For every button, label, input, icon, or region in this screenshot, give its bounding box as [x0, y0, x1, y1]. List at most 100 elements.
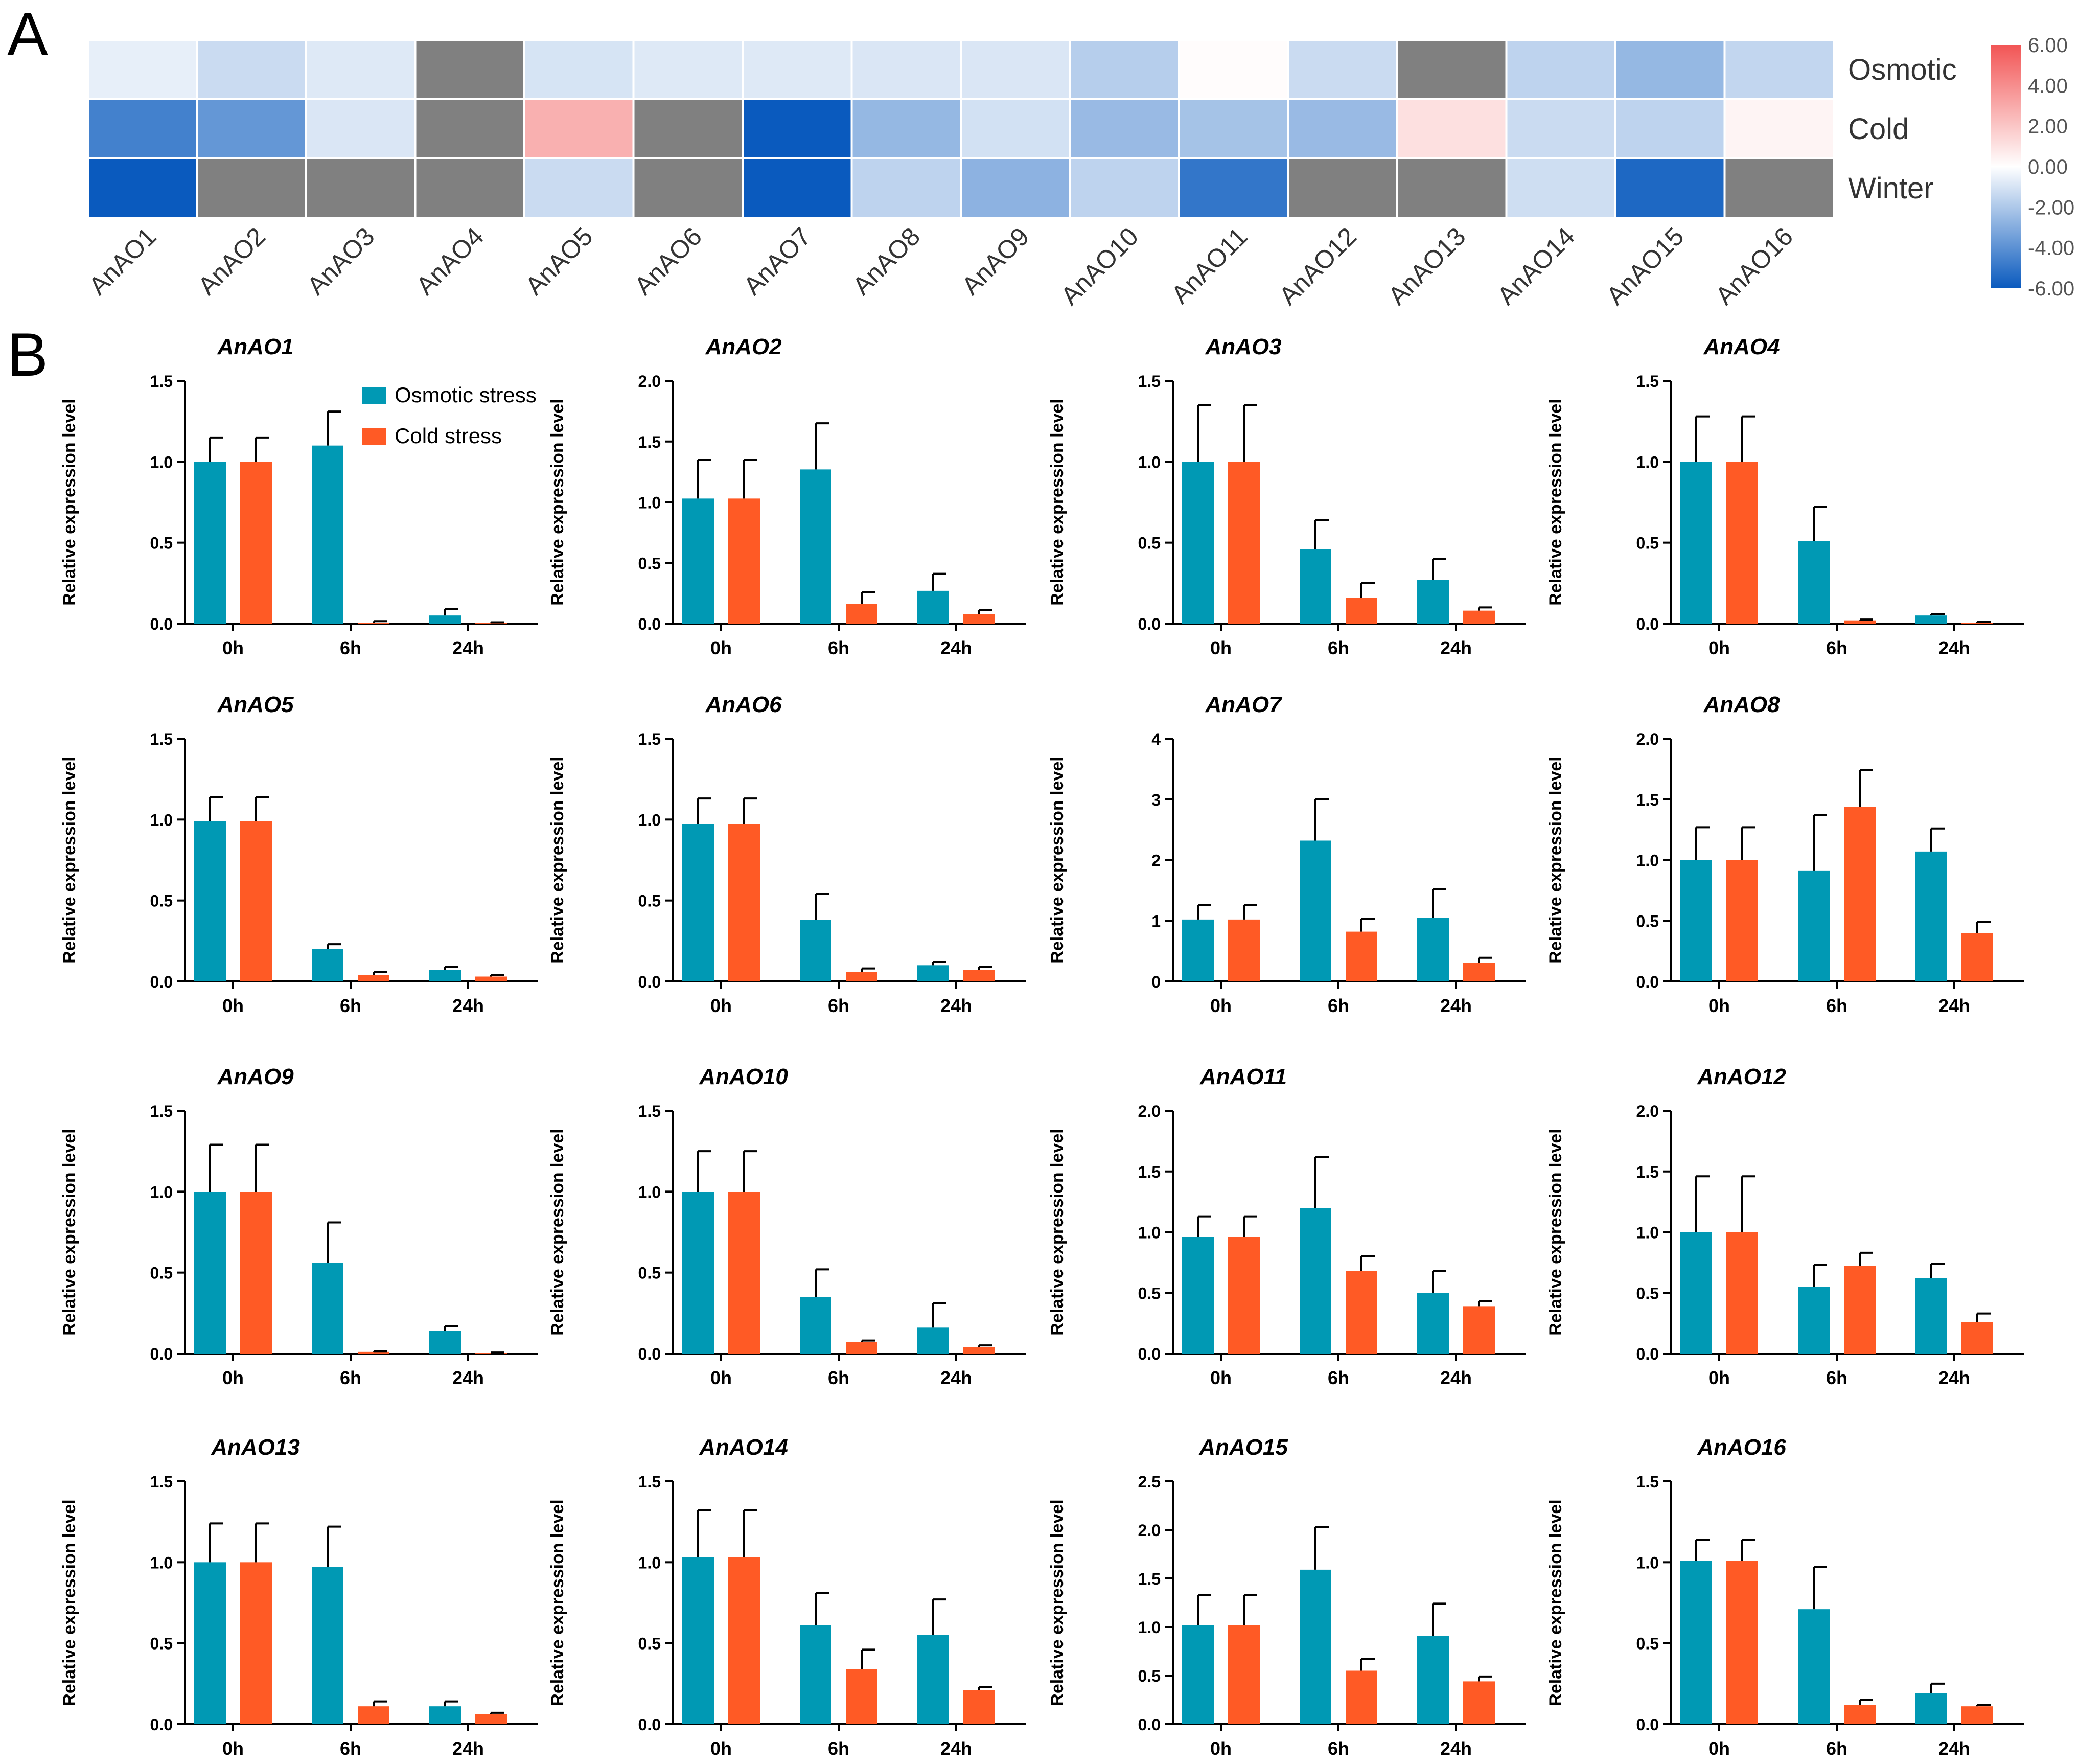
bar-osmotic [917, 1327, 949, 1354]
bar-cold [1346, 931, 1377, 981]
heatmap-cell [414, 39, 525, 100]
bar-chart-anao16: AnAO16 Relative expression level 0.0 0.5 1.0… [1546, 1435, 2024, 1759]
y-tick-label: 4 [1151, 730, 1161, 748]
heatmap-cell [1396, 98, 1508, 159]
bar-cold [475, 623, 507, 624]
y-tick-label: 0.5 [1636, 1635, 1659, 1653]
bar-osmotic [682, 498, 714, 624]
bar-osmotic [1417, 1636, 1449, 1724]
chart-title: AnAO1 [217, 334, 293, 359]
y-tick-label: 0.5 [638, 554, 661, 572]
bar-chart-anao5: AnAO5 Relative expression level 0.0 0.5 1.0 1… [60, 692, 538, 1016]
bar-cold [1844, 620, 1876, 624]
bar-osmotic [1417, 918, 1449, 981]
y-tick-label: 1.5 [150, 372, 173, 391]
y-tick-label: 1.5 [150, 1473, 173, 1491]
bar-cold [1961, 933, 1993, 981]
bar-cold [963, 614, 995, 624]
x-tick-label: 6h [828, 995, 849, 1016]
x-tick-label: 24h [940, 995, 972, 1016]
heatmap-cell [414, 157, 525, 219]
y-axis-label: Relative expression level [60, 757, 79, 963]
bar-osmotic [429, 1331, 461, 1354]
x-tick-label: 6h [1328, 1367, 1349, 1388]
y-axis-label: Relative expression level [1546, 1129, 1565, 1335]
bar-cold [240, 821, 272, 981]
y-tick-label: 1.5 [1636, 372, 1659, 391]
chart-legend: Osmotic stress Cold stress [362, 383, 537, 448]
bar-cold [358, 623, 389, 624]
heatmap-column-label: AnAO2 [192, 222, 271, 301]
bar-osmotic [1915, 1278, 1947, 1354]
x-tick-label: 0h [222, 637, 244, 658]
y-tick-label: 1.5 [1138, 1163, 1161, 1181]
heatmap-cell [742, 157, 853, 219]
chart-title: AnAO7 [1205, 692, 1283, 717]
bar-cold [240, 462, 272, 624]
chart-title: AnAO15 [1198, 1435, 1288, 1460]
y-tick-label: 0.5 [638, 1264, 661, 1282]
panel-label-a: A [7, 0, 48, 68]
bar-chart-anao8: AnAO8 Relative expression level 0.0 0.5 1.0 1… [1546, 692, 2024, 1016]
heatmap-cell [305, 98, 417, 159]
y-tick-label: 0.5 [150, 1264, 173, 1282]
y-tick-label: 0.5 [1636, 912, 1659, 930]
bar-osmotic [682, 1557, 714, 1724]
bar-osmotic [1300, 1569, 1331, 1724]
y-tick-label: 1.0 [1636, 852, 1659, 870]
heatmap-cell [1614, 98, 1726, 159]
y-tick-label: 1.0 [638, 494, 661, 512]
heatmap-cell [632, 98, 744, 159]
bar-osmotic [429, 615, 461, 624]
bar-chart-anao13: AnAO13 Relative expression level 0.0 0.5 1.0… [60, 1435, 538, 1759]
bar-cold [475, 1714, 507, 1724]
heatmap-cell [305, 157, 417, 219]
bar-cold [1961, 623, 1993, 624]
bar-osmotic [682, 824, 714, 981]
heatmap-cell [850, 39, 962, 100]
heatmap-cell [196, 157, 307, 219]
bar-chart-anao12: AnAO12 Relative expression level 0.0 0.5 1.0… [1546, 1064, 2024, 1388]
bar-osmotic [1680, 860, 1712, 981]
x-tick-label: 0h [1210, 1367, 1232, 1388]
bar-osmotic [194, 821, 226, 981]
x-tick-label: 0h [710, 1738, 732, 1759]
y-tick-label: 2 [1151, 852, 1161, 870]
y-axis-label: Relative expression level [548, 757, 567, 963]
x-tick-label: 6h [1826, 995, 1847, 1016]
y-tick-label: 1.0 [150, 1553, 173, 1572]
heatmap-column-label: AnAO9 [956, 222, 1035, 301]
y-tick-label: 1.5 [638, 730, 661, 748]
y-tick-label: 0.0 [150, 1345, 173, 1363]
y-tick-label: 0.0 [638, 1715, 661, 1734]
x-tick-label: 0h [1708, 637, 1730, 658]
x-tick-label: 6h [828, 1367, 849, 1388]
bar-cold [1463, 1681, 1495, 1724]
y-tick-label: 0.5 [638, 1635, 661, 1653]
bar-osmotic [312, 445, 343, 624]
bar-cold [1346, 598, 1377, 624]
heatmap-column-label: AnAO1 [83, 222, 162, 301]
y-axis-label: Relative expression level [1546, 399, 1565, 605]
y-tick-label: 0.0 [638, 973, 661, 991]
heatmap-cell [1396, 39, 1508, 100]
heatmap-cell [960, 98, 1071, 159]
y-tick-label: 0.0 [1636, 973, 1659, 991]
x-tick-label: 6h [340, 637, 361, 658]
y-tick-label: 0.0 [1138, 1715, 1161, 1734]
heatmap-column-label: AnAO3 [302, 222, 380, 301]
y-tick-label: 1.0 [1636, 1224, 1659, 1242]
heatmap-cell [1614, 157, 1726, 219]
color-scale-bar [1991, 45, 2021, 288]
bar-osmotic [1417, 1293, 1449, 1354]
y-tick-label: 0.0 [1636, 615, 1659, 633]
y-axis-label: Relative expression level [1048, 757, 1067, 963]
y-tick-label: 1.0 [1636, 453, 1659, 471]
chart-title: AnAO9 [217, 1064, 294, 1089]
y-tick-label: 1.5 [1636, 1473, 1659, 1491]
color-scale-tick: -2.00 [2028, 196, 2074, 219]
bar-cold [1228, 1237, 1260, 1354]
x-tick-label: 0h [1210, 995, 1232, 1016]
bar-cold [846, 972, 877, 981]
x-tick-label: 24h [452, 1738, 484, 1759]
